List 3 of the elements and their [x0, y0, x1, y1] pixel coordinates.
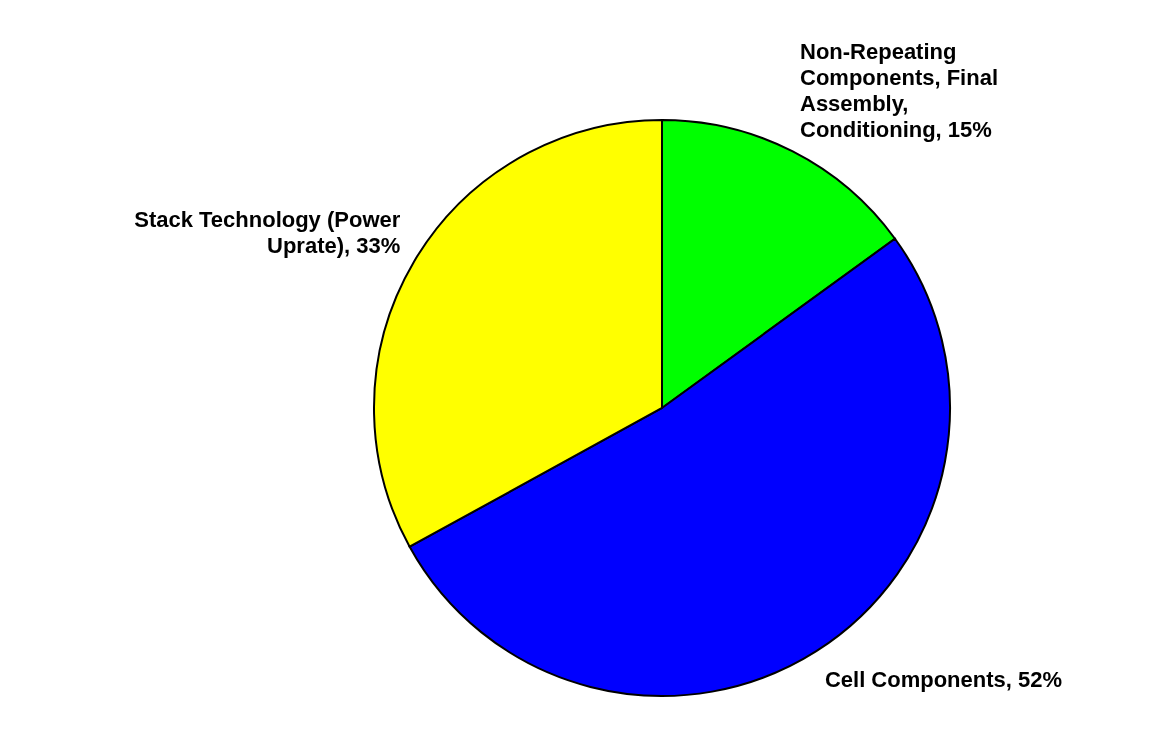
slice-label: Non-Repeating Components, Final Assembly, Conditioning, 15%: [800, 39, 999, 143]
slice-label: Stack Technology (Power Uprate), 33%: [134, 207, 401, 259]
slice-label: Cell Components, 52%: [824, 666, 1063, 692]
